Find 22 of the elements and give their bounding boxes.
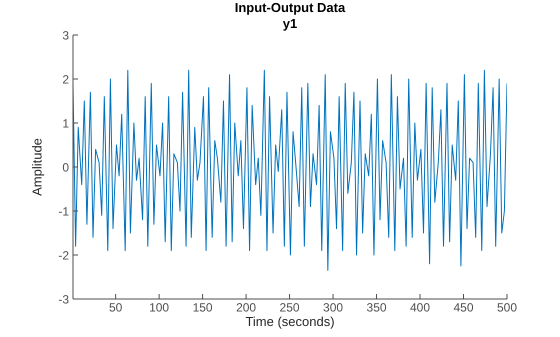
line-series	[73, 70, 507, 271]
x-tick-label: 50	[108, 300, 123, 315]
y-tick-label: 0	[62, 160, 70, 174]
y-tick-label: -2	[58, 248, 70, 262]
x-tick-label: 300	[323, 300, 344, 315]
y-tick-label: -1	[58, 204, 70, 218]
x-tick-label: 100	[149, 300, 170, 315]
chart-title: Input-Output Data	[234, 0, 346, 15]
x-tick-label: 200	[236, 300, 256, 315]
x-tick-label: 250	[280, 300, 300, 315]
x-tick-label: 450	[453, 300, 474, 315]
y-tick-label: 3	[62, 28, 70, 42]
x-tick-label: 150	[192, 300, 213, 315]
y-axis-title: Amplitude	[30, 138, 44, 196]
x-axis-title: Time (seconds)	[244, 314, 336, 329]
y-tick-label: 2	[62, 72, 70, 86]
x-tick-label: 400	[410, 300, 430, 315]
x-tick-label: 350	[366, 300, 387, 315]
x-tick-label: 500	[496, 300, 518, 315]
y-tick-label: 1	[62, 116, 70, 130]
y-tick-label: -3	[58, 292, 70, 306]
chart-subtitle: y1	[282, 16, 298, 31]
